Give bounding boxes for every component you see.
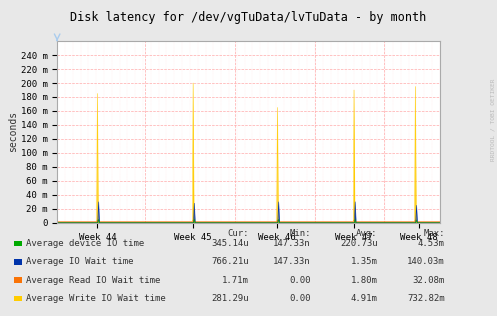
Text: 147.33n: 147.33n bbox=[273, 239, 311, 248]
Text: 766.21u: 766.21u bbox=[211, 258, 248, 266]
Text: Disk latency for /dev/vgTuData/lvTuData - by month: Disk latency for /dev/vgTuData/lvTuData … bbox=[71, 11, 426, 24]
Text: Average device IO time: Average device IO time bbox=[26, 239, 144, 248]
Text: 0.00: 0.00 bbox=[289, 276, 311, 285]
Text: Cur:: Cur: bbox=[227, 229, 248, 238]
Text: 0.00: 0.00 bbox=[289, 294, 311, 303]
Text: 1.71m: 1.71m bbox=[222, 276, 248, 285]
Text: Avg:: Avg: bbox=[356, 229, 378, 238]
Text: 32.08m: 32.08m bbox=[413, 276, 445, 285]
Text: RRDTOOL / TOBI OETIKER: RRDTOOL / TOBI OETIKER bbox=[491, 79, 496, 161]
Text: Min:: Min: bbox=[289, 229, 311, 238]
Text: Average Read IO Wait time: Average Read IO Wait time bbox=[26, 276, 160, 285]
Text: 4.53m: 4.53m bbox=[418, 239, 445, 248]
Text: Average IO Wait time: Average IO Wait time bbox=[26, 258, 133, 266]
Text: 220.73u: 220.73u bbox=[340, 239, 378, 248]
Text: 1.35m: 1.35m bbox=[351, 258, 378, 266]
Text: 147.33n: 147.33n bbox=[273, 258, 311, 266]
Y-axis label: seconds: seconds bbox=[8, 111, 18, 153]
Text: 732.82m: 732.82m bbox=[407, 294, 445, 303]
Text: 1.80m: 1.80m bbox=[351, 276, 378, 285]
Text: 140.03m: 140.03m bbox=[407, 258, 445, 266]
Text: 4.91m: 4.91m bbox=[351, 294, 378, 303]
Text: Average Write IO Wait time: Average Write IO Wait time bbox=[26, 294, 166, 303]
Text: 345.14u: 345.14u bbox=[211, 239, 248, 248]
Text: Max:: Max: bbox=[423, 229, 445, 238]
Text: 281.29u: 281.29u bbox=[211, 294, 248, 303]
